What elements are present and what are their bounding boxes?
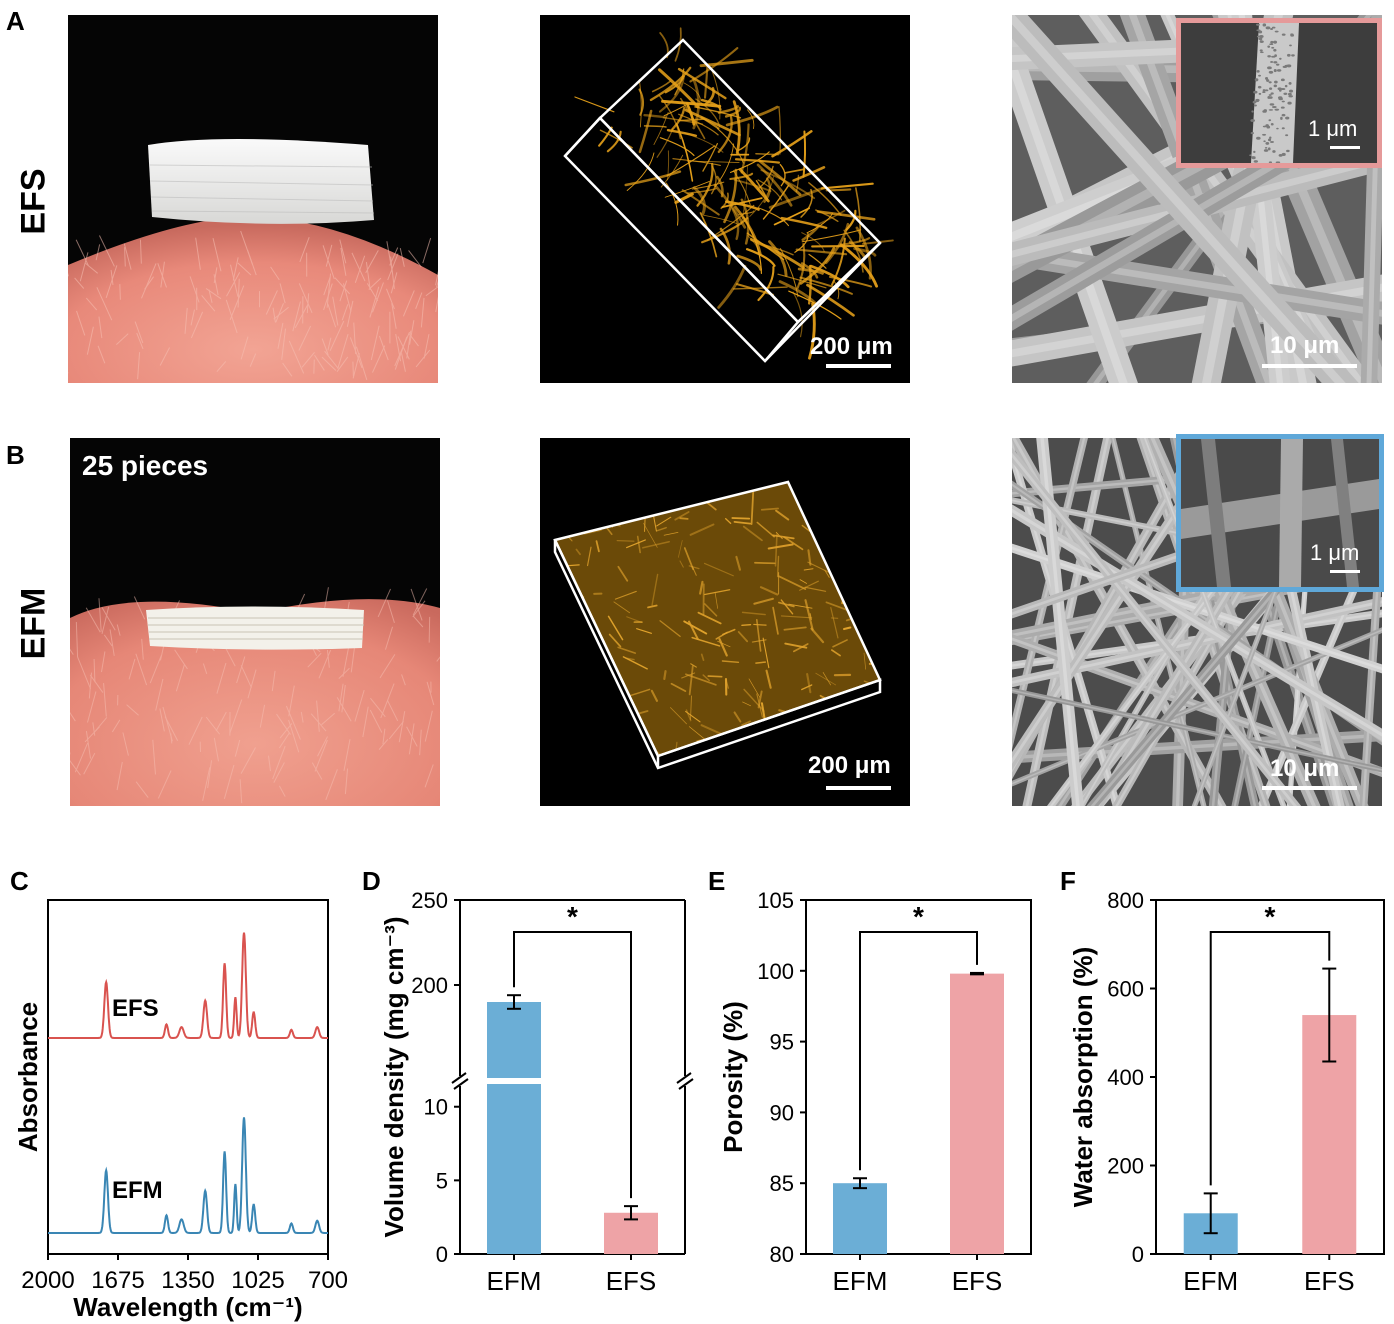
volume-density-significance-marker: *	[567, 901, 578, 932]
panel-letter-d: D	[362, 866, 381, 896]
water-absorption-y-axis-label: Water absorption (%)	[1068, 947, 1098, 1207]
efs-confocal-image	[540, 15, 910, 383]
ftir-x-axis-label: Wavelength (cm⁻¹)	[73, 1292, 302, 1322]
row-label-efm: EFM	[14, 587, 53, 660]
panel-letter-c: C	[10, 866, 29, 896]
volume-density-significance-bracket	[513, 931, 632, 1199]
porosity-x-tick-label: EFS	[952, 1266, 1003, 1296]
efm-sem-inset	[1176, 434, 1384, 592]
efs-inset-scale-label: 1 μm	[1308, 116, 1358, 141]
efs-confocal-scale-label: 200 μm	[810, 333, 893, 360]
ftir-x-tick-label: 2000	[21, 1267, 74, 1294]
row-label-efs: EFS	[14, 168, 53, 235]
porosity-bar-efs	[950, 973, 1004, 1254]
porosity-x-tick-label: EFM	[833, 1266, 888, 1296]
efm-sem-scale-label: 10 μm	[1270, 755, 1340, 782]
efm-confocal-scale-bar	[826, 786, 891, 790]
porosity-y-tick-label: 95	[770, 1030, 794, 1055]
efm-inset-scale-label: 1 μm	[1310, 540, 1360, 565]
porosity-y-tick-label: 105	[757, 888, 794, 913]
volume-density-bar-efm	[487, 1002, 541, 1254]
porosity-y-axis-label: Porosity (%)	[718, 1001, 748, 1153]
volume-density-y-tick-label: 0	[436, 1242, 448, 1267]
volume-density-chart: 0 5 10 200 250 EFM EFS * Volume density (mg cm⁻…	[379, 888, 694, 1296]
porosity-significance-marker: *	[913, 901, 924, 932]
efs-inset-scale-bar	[1330, 146, 1360, 149]
volume-density-y-axis-label: Volume density (mg cm⁻³)	[379, 917, 409, 1238]
water-absorption-x-tick-label: EFM	[1183, 1266, 1238, 1296]
volume-density-y-tick-label: 5	[436, 1168, 448, 1193]
volume-density-y-tick-label: 10	[424, 1095, 448, 1120]
ftir-series-efs-line	[48, 932, 328, 1039]
water-absorption-y-tick-label: 200	[1107, 1154, 1144, 1179]
efm-confocal-scale-label: 200 μm	[808, 752, 891, 779]
ftir-series-efs-label: EFS	[112, 995, 159, 1022]
porosity-significance-bracket	[859, 931, 978, 1171]
ftir-x-tick-label: 1675	[91, 1267, 144, 1294]
porosity-chart: 80 85 90 95 100 105 EFM EFS * Porosity (%)	[718, 888, 1032, 1296]
volume-density-x-tick-label: EFM	[487, 1266, 542, 1296]
volume-density-y-tick-label: 250	[411, 888, 448, 913]
porosity-bar-efm	[833, 1183, 887, 1254]
charts-canvas: 2000 1675 1350 1025 700 EFS EFM Wavelength (…	[13, 888, 1385, 1322]
porosity-y-tick-label: 80	[770, 1242, 794, 1267]
porosity-y-tick-label: 85	[770, 1171, 794, 1196]
volume-density-x-tick-label: EFS	[606, 1266, 657, 1296]
water-absorption-x-tick-label: EFS	[1304, 1266, 1355, 1296]
water-absorption-y-tick-label: 400	[1107, 1065, 1144, 1090]
panel-letter-b: B	[6, 440, 25, 470]
water-absorption-significance-marker: *	[1265, 901, 1276, 932]
ftir-series-efm-label: EFM	[112, 1177, 163, 1204]
efs-sem-scale-label: 10 μm	[1270, 332, 1340, 359]
efm-sem-scale-bar	[1262, 786, 1357, 790]
ftir-series-efm-line	[48, 1117, 328, 1234]
water-absorption-y-tick-label: 600	[1107, 977, 1144, 1002]
ftir-plot-frame	[47, 899, 329, 1255]
porosity-y-tick-label: 100	[757, 959, 794, 984]
efs-confocal-scale-bar	[826, 364, 891, 368]
panel-letter-e: E	[708, 866, 726, 896]
water-absorption-significance-bracket	[1209, 931, 1331, 1186]
efm-photo	[70, 438, 440, 806]
efm-confocal-image	[540, 438, 910, 806]
porosity-y-tick-label: 90	[770, 1100, 794, 1125]
efs-sem-scale-bar	[1262, 364, 1357, 368]
ftir-x-tick-label: 1025	[231, 1267, 284, 1294]
ftir-y-axis-label: Absorbance	[13, 1002, 43, 1152]
ftir-x-tick-label: 1350	[161, 1267, 214, 1294]
water-absorption-chart: 0 200 400 600 800 EFM EFS * Water absorption (%…	[1068, 888, 1385, 1296]
efm-inset-scale-bar	[1330, 570, 1360, 573]
panel-letter-f: F	[1060, 866, 1076, 896]
efm-photo-label: 25 pieces	[82, 450, 209, 481]
ftir-x-tick-label: 700	[308, 1267, 348, 1294]
water-absorption-y-tick-label: 800	[1107, 888, 1144, 913]
volume-density-y-tick-label: 200	[411, 973, 448, 998]
efs-sem-inset	[1176, 18, 1382, 168]
water-absorption-y-tick-label: 0	[1132, 1242, 1144, 1267]
ftir-chart: 2000 1675 1350 1025 700 EFS EFM Wavelength (…	[13, 899, 348, 1322]
panel-letter-a: A	[6, 6, 25, 36]
efs-photo	[68, 15, 438, 383]
